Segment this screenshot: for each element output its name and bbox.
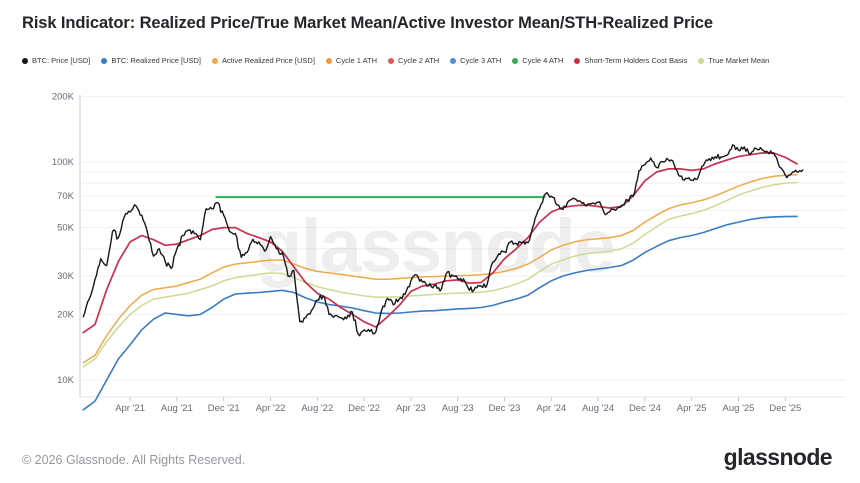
legend-item[interactable]: Active Realized Price [USD] [211,56,315,65]
x-axis-label: Apr '22 [256,403,286,414]
legend-item[interactable]: Cycle 4 ATH [512,56,563,65]
x-axis-label: Apr '24 [536,403,566,414]
legend-dot-icon [325,57,332,64]
legend-dot-icon [388,57,395,64]
series-btc-price-usd [82,144,804,337]
x-axis-label: Aug '21 [161,403,193,414]
chart-legend: BTC: Price [USD] BTC: Realized Price [USD… [22,56,850,65]
legend-item-label: Active Realized Price [USD] [221,56,315,65]
x-axis-label: Apr '21 [115,403,145,414]
legend-dot-icon [22,57,28,64]
series-short-term-holders-cost-basis [82,152,798,334]
y-axis-label: 200K [52,91,75,102]
legend-dot-icon [101,57,108,64]
legend-dot-icon [450,57,457,64]
legend-item-label: Cycle 4 ATH [522,56,564,65]
page-title: Risk Indicator: Realized Price/True Mark… [22,14,713,32]
x-axis-label: Dec '21 [208,403,240,414]
price-chart-svg: 200K 100K 70K 50K 30K 20K 10K Apr '21 Aug '21 Dec… [52,91,845,414]
legend-dot-icon [211,57,218,64]
legend-item-label: Cycle 3 ATH [460,56,502,65]
legend-dot-icon [698,57,705,64]
series-btc-realized-price-usd [82,215,798,411]
series-true-market-mean [82,181,798,368]
y-axis-label: 50K [57,223,75,234]
legend-item-label: Cycle 2 ATH [398,56,440,65]
x-axis-label: Aug '22 [301,403,333,414]
legend-item-label: Short-Term Holders Cost Basis [584,56,688,65]
legend-item-label: True Market Mean [708,56,770,65]
chart-area[interactable]: 200K 100K 70K 50K 30K 20K 10K Apr '21 Aug '21 Dec… [0,0,860,440]
copyright-text: © 2026 Glassnode. All Rights Reserved. [22,453,246,467]
legend-item-label: BTC: Realized Price [USD] [111,56,201,65]
x-axis-label: Aug '23 [442,403,474,414]
x-axis-label: Dec '24 [629,403,661,414]
legend-item[interactable]: Cycle 2 ATH [388,56,439,65]
y-axis-label: 70K [57,191,75,202]
y-axis-label: 30K [57,271,75,282]
y-axis-label: 10K [57,375,75,386]
x-axis-label: Dec '22 [348,403,380,414]
plot-hover-area[interactable] [80,95,845,397]
y-axis-label: 20K [57,309,75,320]
x-axis-label: Apr '23 [396,403,426,414]
legend-dot-icon [574,57,581,64]
legend-item[interactable]: Cycle 1 ATH [325,56,378,65]
x-axis-label: Dec '25 [769,403,801,414]
x-axis-label: Aug '25 [723,403,755,414]
legend-item-label: Cycle 1 ATH [335,56,378,65]
legend-item[interactable]: BTC: Price [USD] [22,56,90,65]
y-axis-label: 100K [52,157,75,168]
legend-item[interactable]: Cycle 3 ATH [450,56,501,65]
x-axis-label: Aug '24 [582,403,614,414]
glassnode-logo[interactable]: glassnode [723,444,833,470]
legend-dot-icon [512,57,519,64]
legend-item-label: BTC: Price [USD] [32,56,91,65]
x-axis-label: Dec '23 [489,403,521,414]
legend-item[interactable]: Short-Term Holders Cost Basis [574,56,687,65]
series-active-realized-price-usd [82,173,798,364]
legend-item[interactable]: BTC: Realized Price [USD] [101,56,201,65]
legend-item[interactable]: True Market Mean [698,56,769,65]
glassnode-watermark: glassnode [256,204,614,289]
x-axis-label: Apr '25 [677,403,707,414]
